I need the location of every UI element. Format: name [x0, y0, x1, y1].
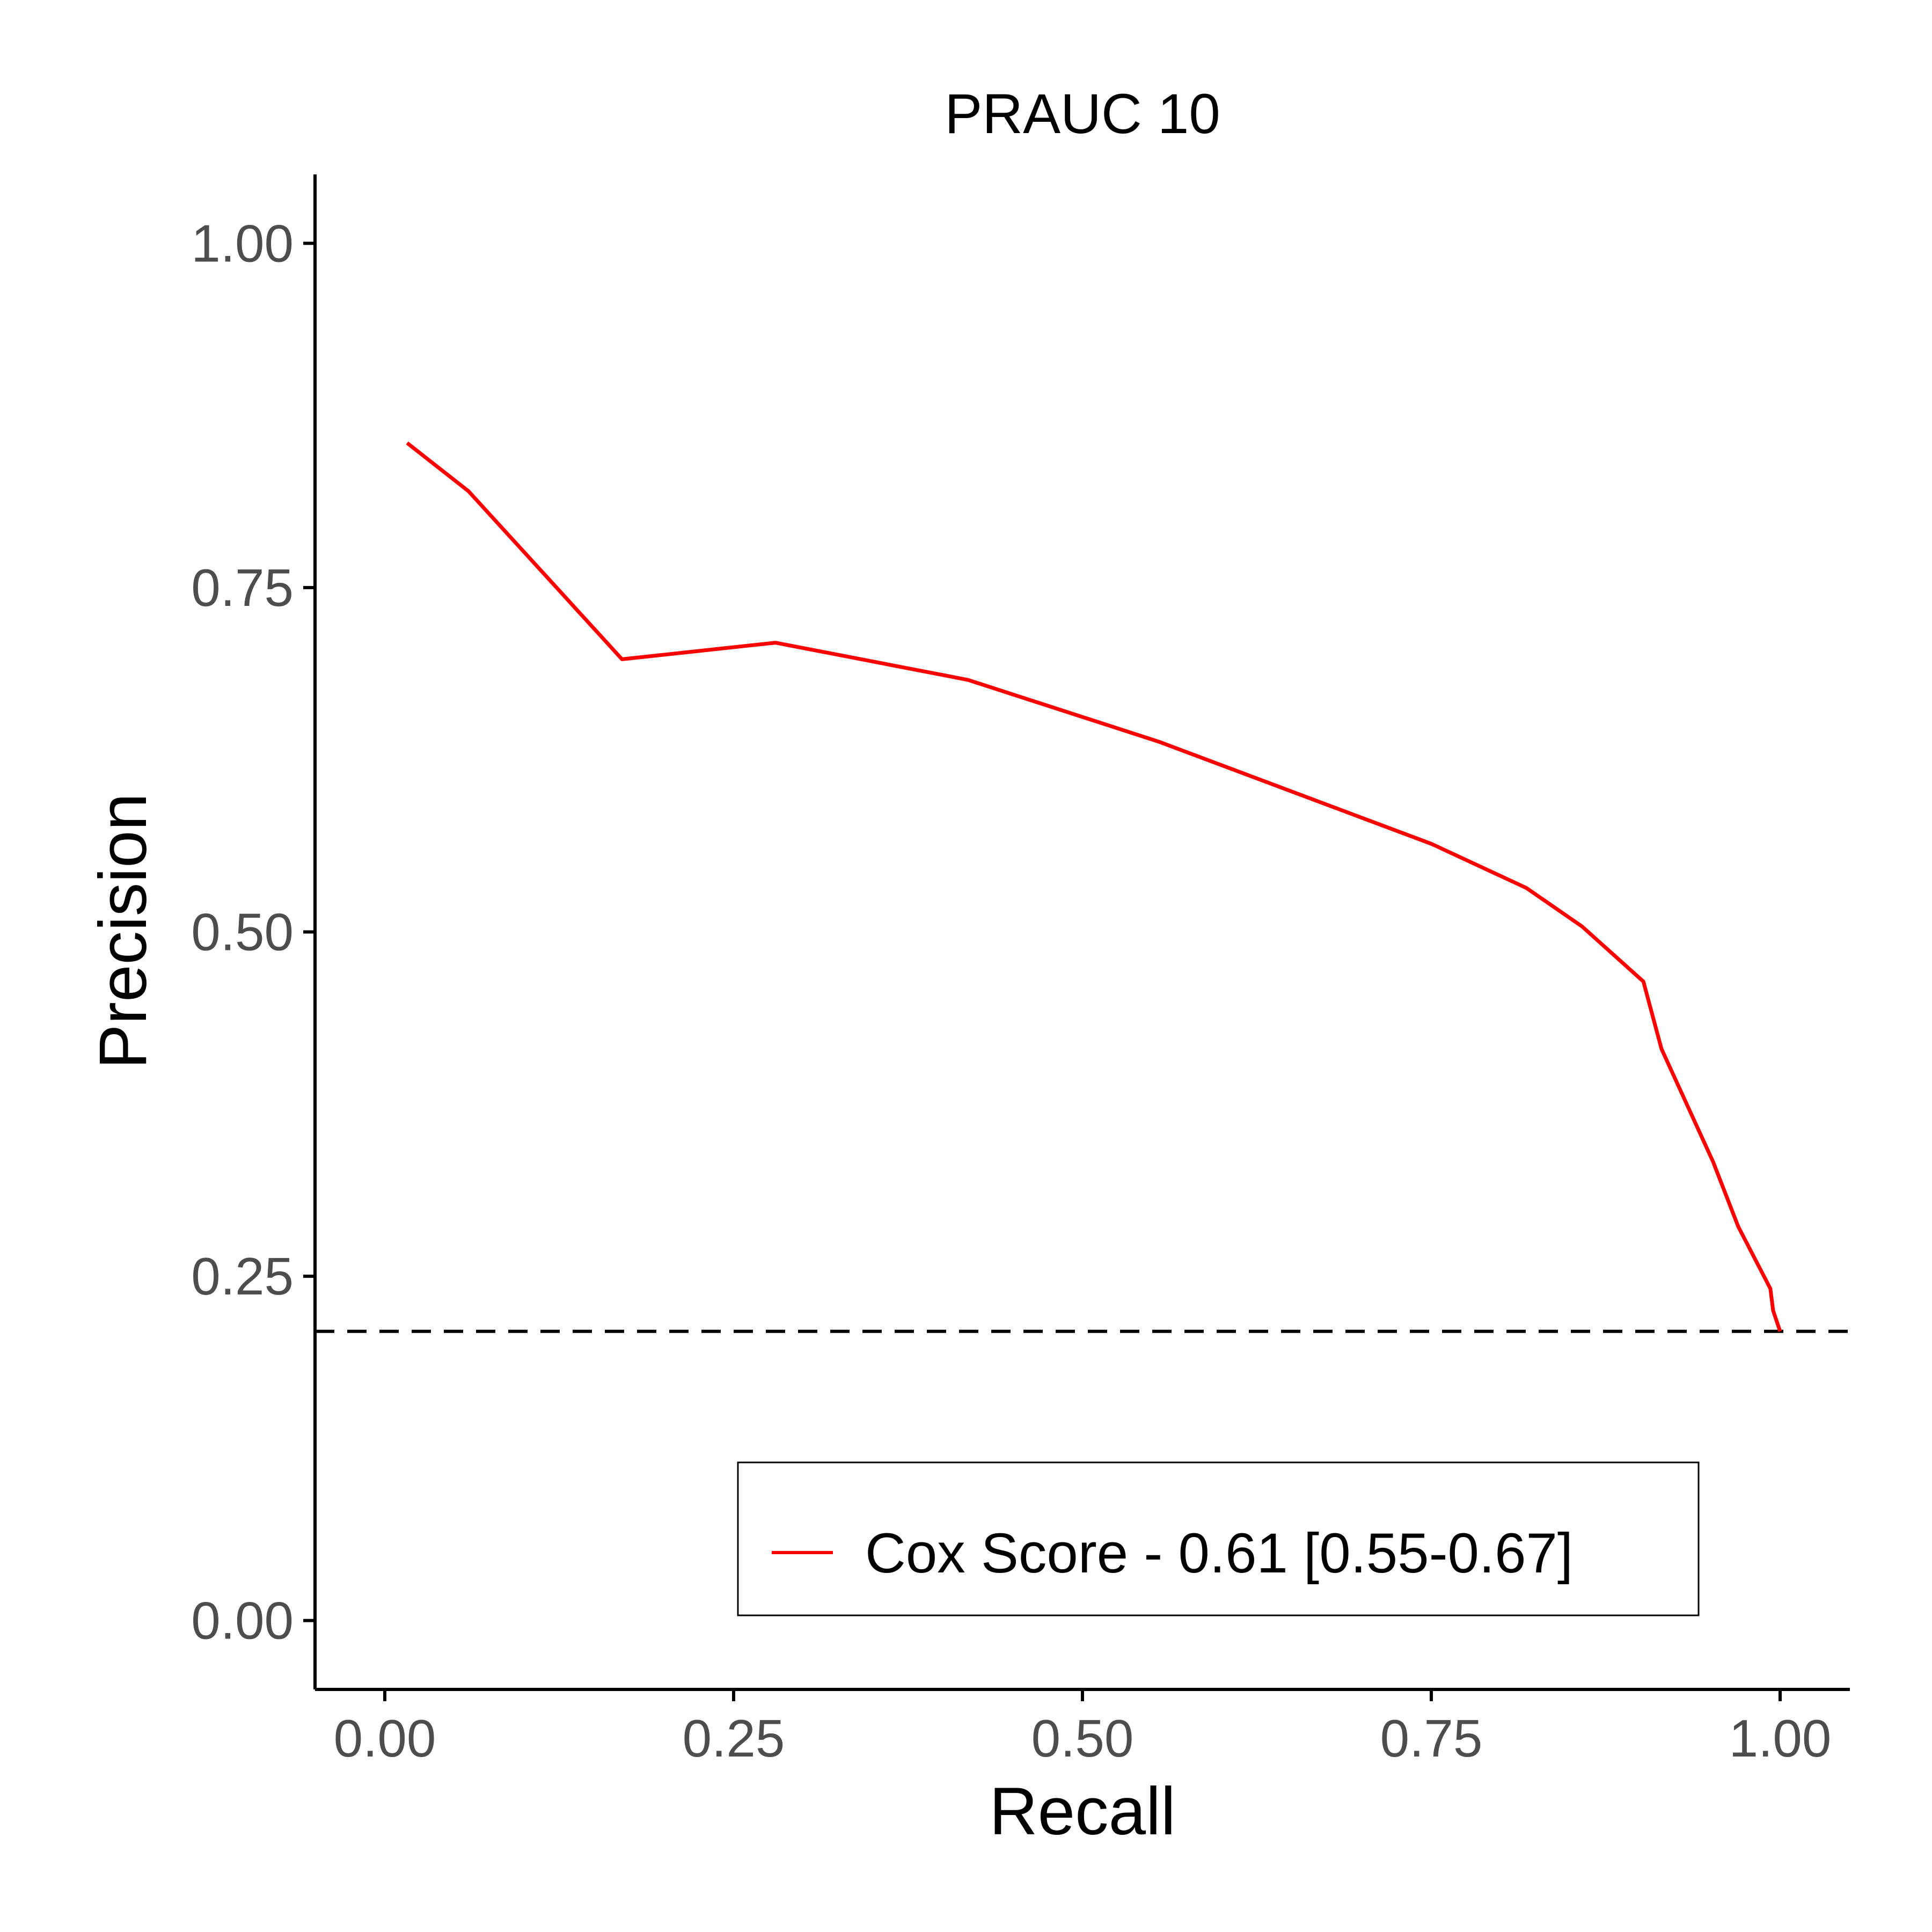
- y-tick-label: 0.00: [191, 1591, 294, 1650]
- y-tick-label: 0.75: [191, 558, 294, 617]
- x-axis-title: Recall: [989, 1774, 1175, 1849]
- x-tick-label: 0.25: [683, 1709, 785, 1768]
- x-tick-label: 0.00: [334, 1709, 436, 1768]
- y-tick-label: 0.25: [191, 1247, 294, 1306]
- legend-box: [737, 1461, 1700, 1616]
- y-axis-ticks: 0.00 0.25 0.50 0.75 1.00: [191, 214, 315, 1650]
- chart-title: PRAUC 10: [945, 83, 1220, 145]
- legend-label: Cox Score - 0.61 [0.55-0.67]: [865, 1522, 1573, 1585]
- y-tick-label: 1.00: [191, 214, 294, 273]
- y-axis-title: Precision: [86, 793, 160, 1069]
- x-tick-label: 0.75: [1380, 1709, 1483, 1768]
- x-axis-ticks: 0.00 0.25 0.50 0.75 1.00: [334, 1689, 1832, 1768]
- series-line-cox-score: [406, 441, 1782, 1332]
- plot-area: [315, 441, 1850, 1333]
- x-tick-label: 1.00: [1729, 1709, 1832, 1768]
- legend: Cox Score - 0.61 [0.55-0.67]: [737, 1461, 1700, 1616]
- x-tick-label: 0.50: [1031, 1709, 1134, 1768]
- y-tick-label: 0.50: [191, 903, 294, 962]
